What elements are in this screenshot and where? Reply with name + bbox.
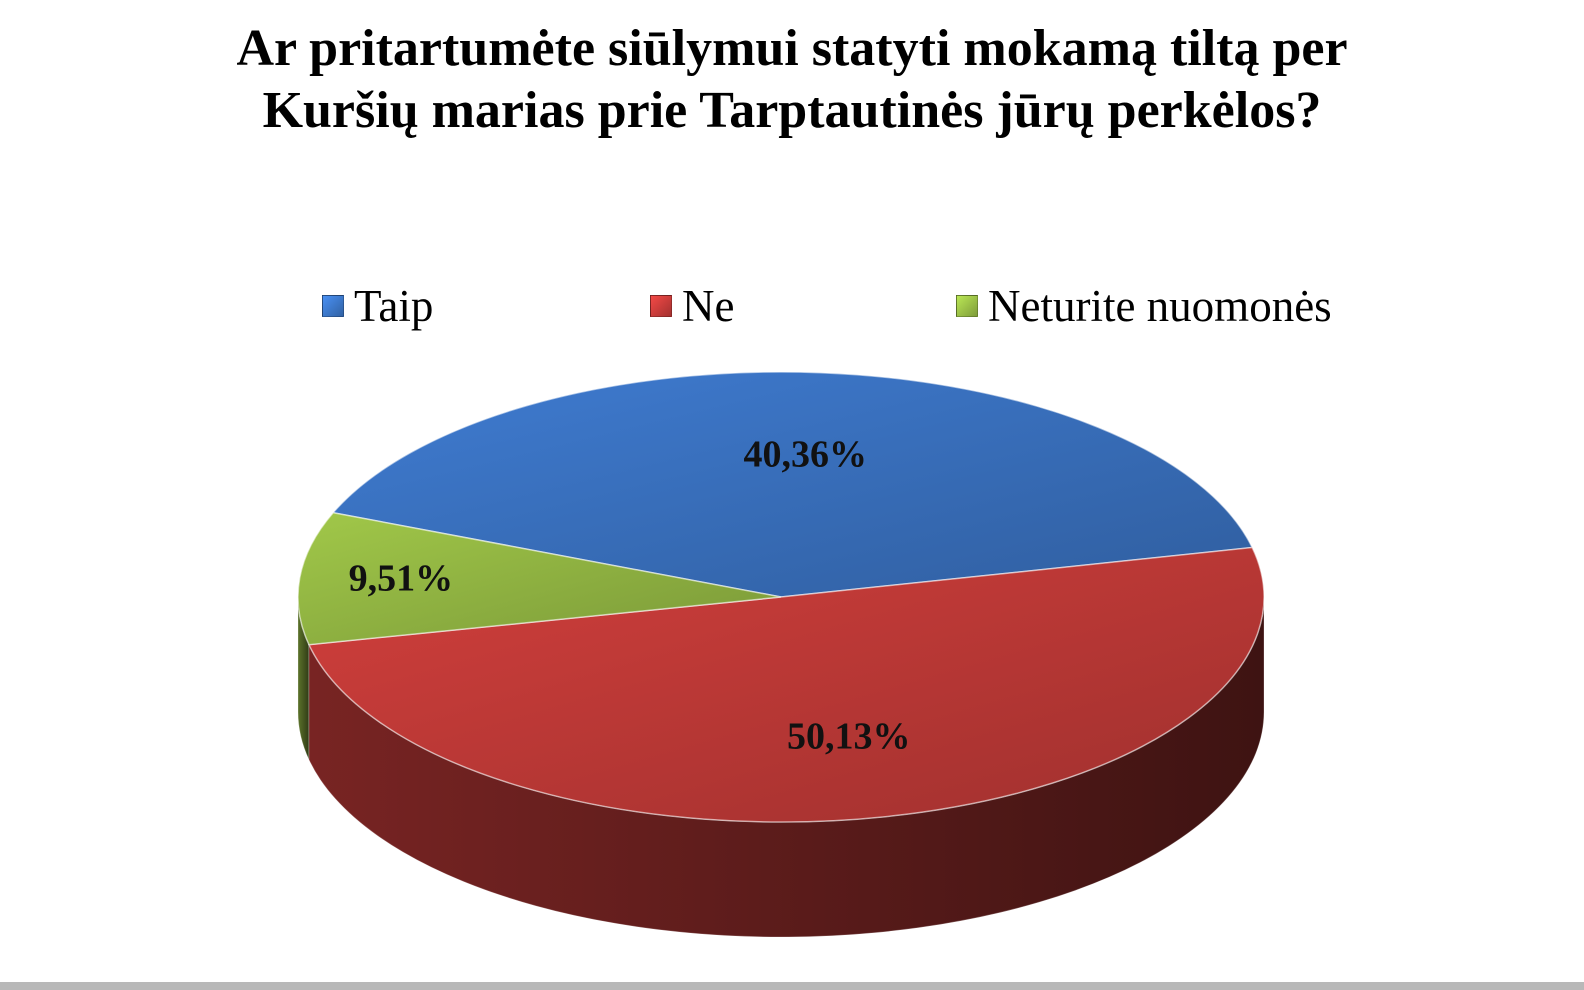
legend-label-taip: Taip bbox=[354, 281, 434, 331]
legend-swatch-neturite bbox=[956, 295, 978, 317]
legend-item-taip: Taip bbox=[322, 280, 433, 332]
legend-item-neturite: Neturite nuomonės bbox=[956, 280, 1332, 332]
chart-title-line-1: Ar pritartumėte siūlymui statyti mokamą … bbox=[236, 20, 1348, 77]
data-label-taip: 40,36% bbox=[744, 434, 868, 476]
data-label-neturite: 9,51% bbox=[349, 558, 454, 600]
pie-slice-ne bbox=[307, 546, 1265, 823]
legend: Taip Ne Neturite nuomonės bbox=[0, 280, 1584, 340]
pie-slice-neturite bbox=[297, 511, 782, 646]
pie-labels: 40,36% 50,13% 9,51% bbox=[349, 434, 911, 758]
pie-slice-taip bbox=[331, 371, 1254, 598]
legend-item-ne: Ne bbox=[650, 280, 734, 332]
legend-swatch-taip bbox=[322, 295, 344, 317]
legend-label-neturite: Neturite nuomonės bbox=[988, 281, 1332, 331]
chart-title-line-2: Kuršių marias prie Tarptautinės jūrų per… bbox=[262, 82, 1322, 139]
legend-label-ne: Ne bbox=[682, 281, 735, 331]
legend-swatch-ne bbox=[650, 295, 672, 317]
pie-tops bbox=[297, 371, 1265, 823]
bottom-border bbox=[0, 982, 1584, 990]
data-label-ne: 50,13% bbox=[787, 716, 911, 758]
chart-title: Ar pritartumėte siūlymui statyti mokamą … bbox=[0, 18, 1584, 142]
